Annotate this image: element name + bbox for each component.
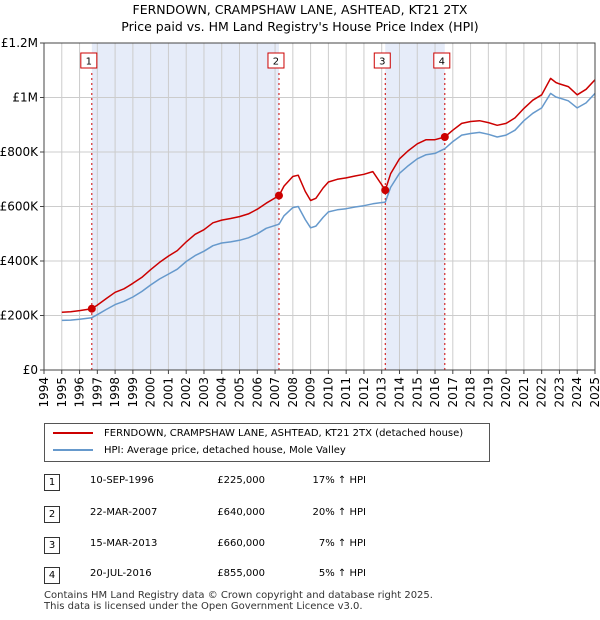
x-tick-label: 2016 bbox=[428, 377, 442, 408]
x-tick-label: 2019 bbox=[481, 377, 495, 408]
x-tick-label: 2015 bbox=[410, 377, 424, 408]
x-tick-label: 2006 bbox=[250, 377, 264, 408]
marker-box bbox=[433, 52, 451, 69]
transaction-number: 2 bbox=[44, 506, 60, 523]
transaction-price: £855,000 bbox=[217, 568, 265, 579]
marker-label: 3 bbox=[379, 57, 385, 68]
x-tick-label: 2003 bbox=[197, 377, 211, 408]
sale-point bbox=[440, 133, 449, 142]
transaction-hpi: 20% ↑ HPI bbox=[312, 507, 366, 518]
x-tick-label: 1997 bbox=[90, 377, 104, 408]
sale-point bbox=[381, 186, 390, 195]
marker-label: 1 bbox=[86, 57, 92, 68]
x-tick-label: 2018 bbox=[464, 377, 478, 408]
x-tick-label: 2012 bbox=[357, 377, 371, 408]
marker-box bbox=[373, 52, 391, 69]
x-tick-label: 2014 bbox=[392, 377, 406, 408]
transaction-number: 1 bbox=[44, 474, 60, 491]
y-tick-label: £600K bbox=[0, 200, 39, 214]
legend-item-hpi: HPI: Average price, detached house, Mole… bbox=[53, 443, 346, 459]
marker-label: 2 bbox=[273, 57, 279, 68]
y-tick-label: £0 bbox=[23, 363, 38, 377]
x-tick-label: 2017 bbox=[446, 377, 460, 408]
x-tick-label: 1996 bbox=[73, 377, 87, 408]
legend-line-blue bbox=[53, 449, 93, 451]
x-tick-label: 1994 bbox=[37, 377, 51, 408]
x-tick-label: 2000 bbox=[144, 377, 158, 408]
footer-copyright: Contains HM Land Registry data © Crown c… bbox=[44, 590, 433, 601]
x-tick-label: 2021 bbox=[517, 377, 531, 408]
marker-box bbox=[80, 52, 98, 69]
x-tick-label: 1999 bbox=[126, 377, 140, 408]
x-tick-label: 2010 bbox=[321, 377, 335, 408]
x-tick-label: 2022 bbox=[535, 377, 549, 408]
x-tick-label: 2008 bbox=[286, 377, 300, 408]
transaction-hpi: 17% ↑ HPI bbox=[312, 475, 366, 486]
x-tick-label: 2024 bbox=[570, 377, 584, 408]
x-tick-label: 2020 bbox=[499, 377, 513, 408]
transaction-date: 15-MAR-2013 bbox=[90, 538, 158, 549]
transaction-date: 22-MAR-2007 bbox=[90, 507, 158, 518]
legend-label-hpi: HPI: Average price, detached house, Mole… bbox=[104, 445, 346, 456]
chart-subtitle: Price paid vs. HM Land Registry's House … bbox=[121, 19, 479, 34]
transaction-date: 20-JUL-2016 bbox=[90, 568, 152, 579]
sale-point bbox=[274, 191, 283, 200]
footer: Contains HM Land Registry data © Crown c… bbox=[44, 590, 433, 612]
x-tick-label: 1998 bbox=[108, 377, 122, 408]
y-tick-label: £1.2M bbox=[1, 36, 38, 50]
legend-item-property: FERNDOWN, CRAMPSHAW LANE, ASHTEAD, KT21 … bbox=[53, 426, 463, 442]
x-tick-label: 2004 bbox=[215, 377, 229, 408]
x-tick-label: 1995 bbox=[55, 377, 69, 408]
transaction-number: 4 bbox=[44, 567, 60, 584]
legend-line-red bbox=[53, 432, 93, 434]
chart-title: FERNDOWN, CRAMPSHAW LANE, ASHTEAD, KT21 … bbox=[132, 2, 468, 17]
y-tick-label: £1M bbox=[12, 91, 38, 105]
legend-label-property: FERNDOWN, CRAMPSHAW LANE, ASHTEAD, KT21 … bbox=[104, 428, 464, 439]
transaction-price: £660,000 bbox=[217, 538, 265, 549]
sale-point bbox=[87, 304, 96, 313]
marker-label: 4 bbox=[439, 57, 445, 68]
transaction-date: 10-SEP-1996 bbox=[90, 475, 154, 486]
legend: FERNDOWN, CRAMPSHAW LANE, ASHTEAD, KT21 … bbox=[44, 423, 490, 462]
x-tick-label: 2007 bbox=[268, 377, 282, 408]
series-line-property bbox=[61, 77, 595, 313]
x-tick-label: 2005 bbox=[233, 377, 247, 408]
series-line-hpi bbox=[61, 92, 595, 322]
transaction-hpi: 5% ↑ HPI bbox=[318, 568, 366, 579]
transaction-hpi: 7% ↑ HPI bbox=[318, 538, 366, 549]
transaction-price: £640,000 bbox=[217, 507, 265, 518]
transaction-price: £225,000 bbox=[217, 475, 265, 486]
marker-box bbox=[267, 52, 285, 69]
x-tick-label: 2001 bbox=[161, 377, 175, 408]
x-tick-label: 2023 bbox=[552, 377, 566, 408]
x-tick-label: 2009 bbox=[304, 377, 318, 408]
x-tick-label: 2011 bbox=[339, 377, 353, 408]
x-tick-label: 2002 bbox=[179, 377, 193, 408]
x-tick-label: 2013 bbox=[375, 377, 389, 408]
y-tick-label: £400K bbox=[0, 254, 39, 268]
y-tick-label: £200K bbox=[0, 309, 39, 323]
y-tick-label: £800K bbox=[0, 145, 39, 159]
transaction-number: 3 bbox=[44, 537, 60, 554]
price-chart: 1 2 3 4 £0 £200K £400K £600K £800K £1M £1.2M 1994… bbox=[0, 36, 600, 408]
footer-license: This data is licensed under the Open Gov… bbox=[44, 601, 363, 612]
x-tick-label: 2025 bbox=[588, 377, 600, 408]
